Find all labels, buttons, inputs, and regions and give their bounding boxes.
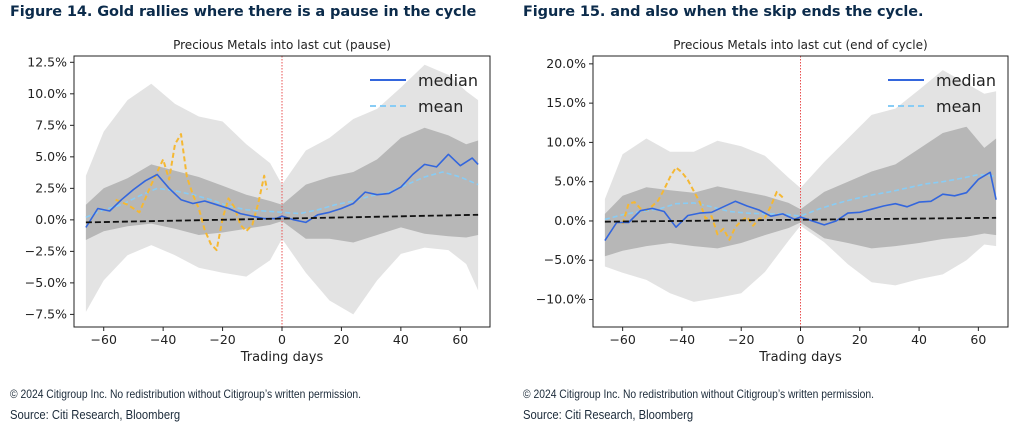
y-tick-label: −7.5% <box>25 306 67 321</box>
x-tick-label: 20 <box>333 332 349 347</box>
range-band-outer <box>85 64 479 315</box>
y-tick-label: 7.5% <box>35 117 67 132</box>
x-tick-label: −20 <box>209 332 235 347</box>
x-tick-label: 60 <box>970 332 986 347</box>
chart-pause: Precious Metals into last cut (pause) −60… <box>25 38 491 365</box>
legend-mean-label: mean <box>418 97 463 116</box>
y-tick-label: 5.0% <box>35 149 67 164</box>
x-tick-label: −40 <box>150 332 176 347</box>
y-tick-label: −10.0% <box>536 292 586 307</box>
x-tick-label: −60 <box>609 332 635 347</box>
figure-heading: Figure 15. and also when the skip ends t… <box>523 4 924 20</box>
x-axis-label: Trading days <box>240 350 324 365</box>
y-tick-label: 12.5% <box>27 54 67 69</box>
legend-median-label: median <box>418 71 478 90</box>
chart-title: Precious Metals into last cut (pause) <box>173 38 391 52</box>
x-tick-label: −60 <box>91 332 117 347</box>
x-tick-label: 40 <box>911 332 927 347</box>
source-note: Source: Citi Research, Bloomberg <box>523 408 694 422</box>
y-tick-label: 15.0% <box>546 95 586 110</box>
range-band-inner <box>604 126 997 257</box>
figure-15: Figure 15. and also when the skip ends t… <box>517 0 1022 429</box>
range-band-inner <box>85 127 479 243</box>
y-tick-label: −5.0% <box>25 275 67 290</box>
figure-heading: Figure 14. Gold rallies where there is a… <box>10 4 477 20</box>
series-median-line <box>604 171 997 242</box>
y-tick-label: 10.0% <box>546 134 586 149</box>
x-tick-label: 40 <box>393 332 409 347</box>
y-tick-label: 0.0% <box>554 213 586 228</box>
copyright-note: © 2024 Citigroup Inc. No redistribution … <box>10 387 362 401</box>
chart-title: Precious Metals into last cut (end of cy… <box>673 38 927 52</box>
plot-area <box>85 56 479 327</box>
y-tick-label: −2.5% <box>25 243 67 258</box>
y-tick-label: 10.0% <box>27 86 67 101</box>
figure-14: Figure 14. Gold rallies where there is a… <box>0 0 505 429</box>
trend-line <box>85 213 479 224</box>
x-axis-label: Trading days <box>758 350 842 365</box>
x-tick-label: 60 <box>452 332 468 347</box>
y-tick-label: 5.0% <box>554 174 586 189</box>
y-tick-label: 0.0% <box>35 212 67 227</box>
x-tick-label: 0 <box>278 332 286 347</box>
x-tick-label: 0 <box>797 332 805 347</box>
series-highlight-line <box>621 166 784 241</box>
series-highlight-line <box>115 133 269 252</box>
series-median-line <box>85 153 479 228</box>
trend-line <box>604 216 997 223</box>
x-tick-label: 20 <box>852 332 868 347</box>
series-mean-line <box>85 171 479 219</box>
plot-area <box>604 56 997 327</box>
source-note: Source: Citi Research, Bloomberg <box>10 408 181 422</box>
y-tick-label: 20.0% <box>546 56 586 71</box>
x-tick-label: −40 <box>669 332 695 347</box>
x-tick-label: −20 <box>728 332 754 347</box>
chart-end-of-cycle: Precious Metals into last cut (end of cy… <box>536 38 1009 365</box>
y-tick-label: −5.0% <box>544 252 586 267</box>
series-mean-line <box>604 173 997 221</box>
legend-mean-label: mean <box>936 97 981 116</box>
legend-median-label: median <box>936 71 996 90</box>
y-tick-label: 2.5% <box>35 180 67 195</box>
copyright-note: © 2024 Citigroup Inc. No redistribution … <box>523 387 875 401</box>
